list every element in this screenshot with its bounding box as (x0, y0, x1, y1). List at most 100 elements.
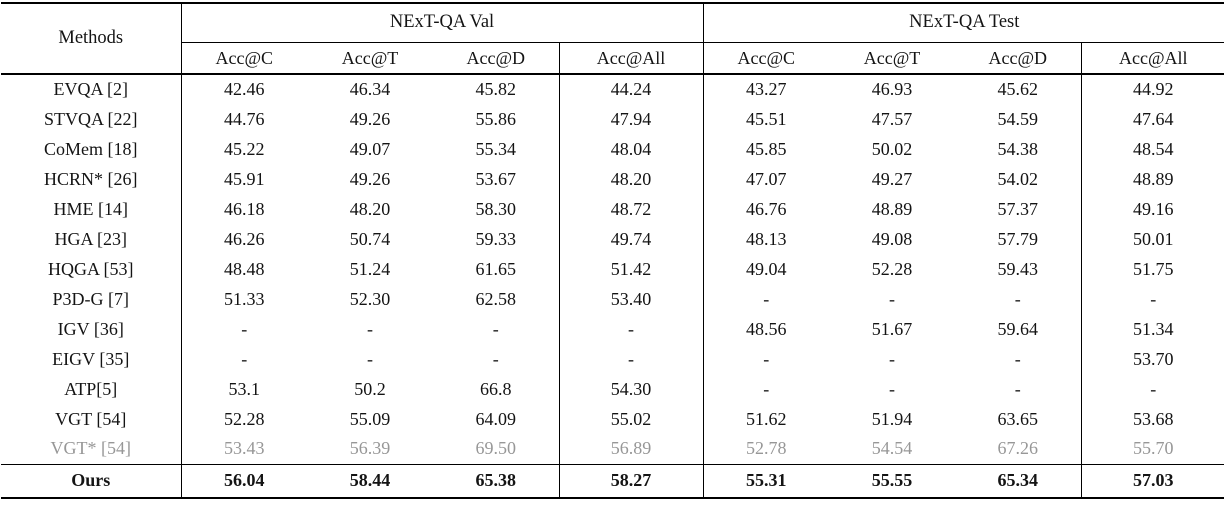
value-cell: 50.74 (349, 228, 391, 249)
value-cell: - (558, 314, 704, 344)
method-cell: VGT [54] (55, 408, 127, 429)
value-cell: 49.04 (702, 254, 830, 284)
value-cell: 53.70 (1080, 344, 1224, 374)
method-cell: STVQA [22] (44, 108, 138, 129)
value-cell: 61.65 (475, 258, 517, 279)
value-cell: 57.79 (997, 228, 1039, 249)
value-cell: 65.34 (997, 470, 1039, 491)
value-cell: 59.33 (475, 228, 517, 249)
table-row: STVQA [22] 44.76 49.26 55.86 47.94 45.51 47.57… (1, 104, 1224, 134)
value-cell: 45.62 (997, 79, 1039, 100)
table-row: HQGA [53] 48.48 51.24 61.65 51.42 49.04 52.28 5… (1, 254, 1224, 284)
method-cell: EVQA [2] (53, 79, 129, 100)
value-cell: 48.13 (702, 224, 830, 254)
value-cell: 57.03 (1080, 464, 1224, 498)
value-cell: 53.1 (180, 374, 307, 404)
col-header-val-acc-d: Acc@D (466, 47, 526, 68)
value-cell: - (889, 378, 896, 399)
value-cell: - (492, 348, 499, 369)
col-header-val-acc-all: Acc@All (558, 42, 704, 74)
value-cell: 54.38 (997, 138, 1039, 159)
method-cell: ATP[5] (64, 378, 118, 399)
value-cell: 51.94 (871, 408, 913, 429)
value-cell: 52.30 (349, 288, 391, 309)
value-cell: 49.26 (349, 108, 391, 129)
table-row: EVQA [2] 42.46 46.34 45.82 44.24 43.27 46.93 45… (1, 74, 1224, 104)
value-cell: 49.26 (349, 168, 391, 189)
value-cell: - (1080, 284, 1224, 314)
table-row: ATP[5] 53.1 50.2 66.8 54.30- - - - (1, 374, 1224, 404)
table-row: VGT* [54] 53.43 56.39 69.50 56.89 52.78 54.54 6… (1, 434, 1224, 464)
table-body: EVQA [2] 42.46 46.34 45.82 44.24 43.27 46.93 45… (1, 74, 1224, 498)
value-cell: 58.30 (475, 198, 517, 219)
method-cell: Ours (71, 470, 111, 491)
value-cell: 48.20 (558, 164, 704, 194)
value-cell: 47.07 (702, 164, 830, 194)
col-header-test-acc-all: Acc@All (1080, 42, 1224, 74)
value-cell: - (702, 374, 830, 404)
value-cell: 46.26 (180, 224, 307, 254)
value-cell: - (1014, 378, 1021, 399)
value-cell: 45.91 (180, 164, 307, 194)
value-cell: 56.89 (558, 434, 704, 464)
value-cell: 52.78 (702, 434, 830, 464)
value-cell: - (367, 318, 373, 339)
value-cell: 51.62 (702, 404, 830, 434)
value-cell: - (558, 344, 704, 374)
value-cell: 42.46 (180, 74, 307, 104)
value-cell: 49.07 (349, 138, 391, 159)
table-row: CoMem [18] 45.22 49.07 55.34 48.04 45.85 50.02… (1, 134, 1224, 164)
value-cell: 54.30 (558, 374, 704, 404)
value-cell: 47.94 (558, 104, 704, 134)
value-cell: 53.68 (1080, 404, 1224, 434)
value-cell: 53.43 (180, 434, 307, 464)
method-cell: VGT* [54] (50, 438, 131, 459)
col-header-val-acc-c: Acc@C (215, 47, 274, 68)
value-cell: 63.65 (997, 408, 1039, 429)
value-cell: 44.92 (1080, 74, 1224, 104)
value-cell: 50.2 (354, 378, 386, 399)
value-cell: 45.85 (702, 134, 830, 164)
col-header-val-acc-t: Acc@T (341, 47, 399, 68)
value-cell: 55.31 (702, 464, 830, 498)
method-cell: CoMem [18] (44, 138, 138, 159)
value-cell: 59.64 (997, 318, 1039, 339)
value-cell: 66.8 (480, 378, 512, 399)
method-cell: HQGA [53] (48, 258, 134, 279)
value-cell: 55.55 (871, 470, 913, 491)
group-header-row: Methods NExT-QA Val NExT-QA Test (1, 3, 1224, 74)
value-cell: 51.67 (871, 318, 913, 339)
value-cell: 54.59 (997, 108, 1039, 129)
col-header-test-acc-c: Acc@C (702, 42, 830, 74)
value-cell: 46.34 (349, 79, 391, 100)
table-row: HCRN* [26] 45.91 49.26 53.67 48.20 47.07 49.27… (1, 164, 1224, 194)
value-cell: 54.02 (997, 168, 1039, 189)
value-cell: 47.57 (871, 108, 913, 129)
results-table: Methods NExT-QA Val NExT-QA Test Acc@C A… (1, 2, 1224, 499)
value-cell: 49.08 (871, 228, 913, 249)
value-cell: 48.72 (558, 194, 704, 224)
value-cell: 45.51 (702, 104, 830, 134)
value-cell: - (492, 318, 499, 339)
col-header-test-acc-d: Acc@D (988, 47, 1048, 68)
value-cell: 50.01 (1080, 224, 1224, 254)
value-cell: 48.20 (349, 198, 391, 219)
col-header-test-acc-t: Acc@T (863, 47, 921, 68)
value-cell: 45.82 (475, 79, 517, 100)
value-cell: 44.24 (558, 74, 704, 104)
value-cell: 49.74 (558, 224, 704, 254)
table-row: P3D-G [7] 51.33 52.30 62.58 53.40- - - - (1, 284, 1224, 314)
value-cell: 48.89 (1080, 164, 1224, 194)
value-cell: 55.09 (349, 408, 391, 429)
value-cell: - (1014, 288, 1021, 309)
value-cell: 46.93 (871, 79, 913, 100)
value-cell: 62.58 (475, 288, 517, 309)
value-cell: 53.40 (558, 284, 704, 314)
method-cell: IGV [36] (57, 318, 124, 339)
group-header-test: NExT-QA Test (702, 3, 1224, 43)
subcolumn-header-row: Acc@C Acc@T Acc@D Acc@All Acc@C Acc@T Ac… (1, 42, 1224, 74)
value-cell: - (367, 348, 373, 369)
value-cell: 46.76 (702, 194, 830, 224)
value-cell: 50.02 (871, 138, 913, 159)
